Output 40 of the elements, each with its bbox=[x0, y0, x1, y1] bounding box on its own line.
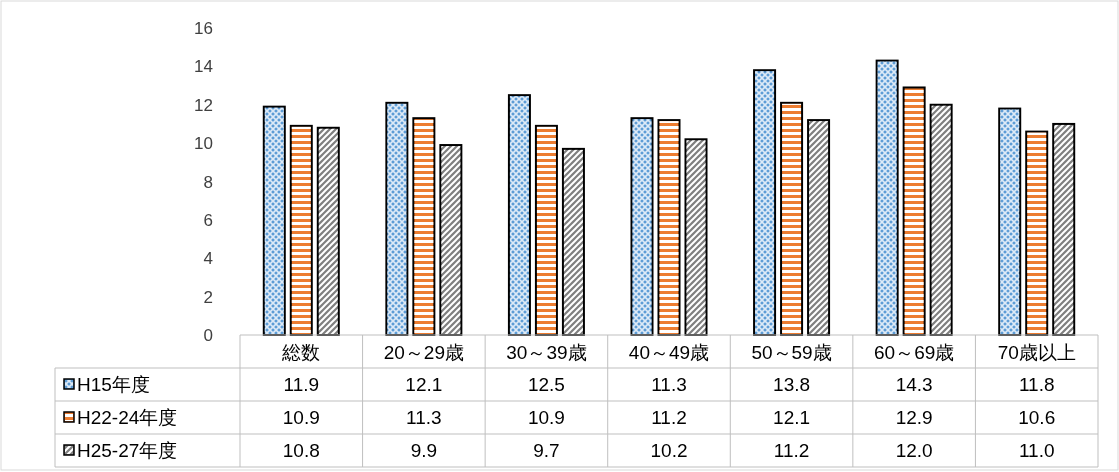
y-tick-label: 0 bbox=[203, 326, 213, 345]
data-label: 10.8 bbox=[282, 440, 320, 461]
x-tick-label: 60～69歳 bbox=[874, 342, 955, 363]
legend-label: H25-27年度 bbox=[77, 440, 178, 461]
y-tick-label: 2 bbox=[203, 287, 213, 307]
legend-label: H15年度 bbox=[77, 374, 150, 395]
y-tick-label: 8 bbox=[203, 172, 213, 192]
y-tick-label: 4 bbox=[203, 249, 213, 269]
x-tick-label: 40～49歳 bbox=[628, 342, 710, 363]
data-label: 9.7 bbox=[533, 440, 560, 461]
data-label: 11.3 bbox=[651, 374, 687, 395]
data-label: 11.8 bbox=[1018, 374, 1055, 395]
data-label: 10.2 bbox=[650, 440, 688, 461]
y-tick-label: 10 bbox=[194, 134, 213, 154]
data-label: 11.0 bbox=[1018, 440, 1055, 461]
x-tick-label: 50～59歳 bbox=[751, 342, 832, 363]
data-label: 13.8 bbox=[773, 374, 811, 395]
y-tick-label: 12 bbox=[194, 95, 213, 115]
x-tick-label: 30～39歳 bbox=[506, 342, 587, 363]
data-label: 12.1 bbox=[405, 374, 443, 395]
data-label: 10.9 bbox=[527, 407, 565, 428]
data-label: 11.2 bbox=[773, 440, 810, 461]
data-label: 12.9 bbox=[895, 407, 933, 428]
x-tick-label: 総数 bbox=[281, 342, 321, 363]
data-label: 12.5 bbox=[527, 374, 565, 395]
data-label: 11.3 bbox=[406, 407, 442, 428]
x-tick-label: 20～29歳 bbox=[383, 342, 464, 363]
legend-label: H22-24年度 bbox=[77, 407, 178, 428]
data-label: 11.9 bbox=[283, 374, 320, 395]
data-label: 14.3 bbox=[895, 374, 933, 395]
y-tick-label: 16 bbox=[194, 19, 213, 38]
data-label: 9.9 bbox=[410, 440, 438, 461]
data-label: 12.1 bbox=[773, 407, 811, 428]
x-tick-label: 70歳以上 bbox=[997, 342, 1076, 363]
y-tick-label: 14 bbox=[194, 57, 213, 77]
data-label: 10.9 bbox=[282, 407, 320, 428]
y-tick-label: 6 bbox=[203, 210, 213, 230]
data-label: 11.2 bbox=[651, 407, 687, 428]
data-label: 10.6 bbox=[1018, 407, 1056, 428]
data-label: 12.0 bbox=[895, 440, 933, 461]
